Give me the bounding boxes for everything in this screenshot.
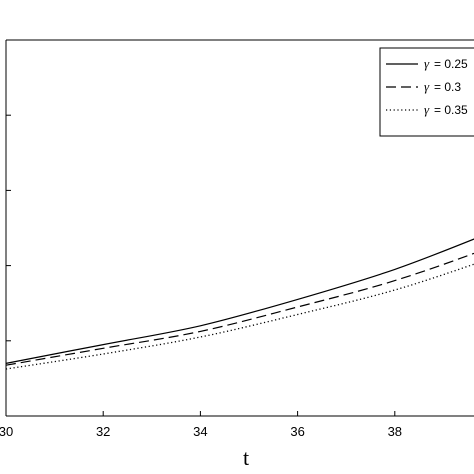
legend-value: = 0.25: [434, 57, 468, 71]
series-line-solid: [5, 238, 474, 364]
x-tick-label: 34: [193, 424, 207, 439]
series-line-dashed: [5, 252, 474, 366]
x-tick-label: 38: [388, 424, 402, 439]
plot-frame-group: [5, 39, 474, 417]
x-axis-label: t: [243, 445, 249, 470]
series-line-dotted: [5, 263, 474, 370]
legend-symbol: γ: [424, 56, 430, 71]
legend: γ = 0.25 γ = 0.3 γ = 0.35: [379, 47, 474, 137]
x-tick-label: 36: [290, 424, 304, 439]
legend-symbol: γ: [424, 102, 430, 117]
x-tick-label: 32: [96, 424, 110, 439]
x-ticks-group: 30323436384042444648: [0, 411, 402, 439]
legend-value: = 0.35: [434, 103, 468, 117]
legend-value: = 0.3: [434, 80, 461, 94]
legend-symbol: γ: [424, 79, 430, 94]
series-group: [5, 238, 474, 370]
x-tick-label: 30: [0, 424, 13, 439]
legend-box: [379, 47, 474, 137]
